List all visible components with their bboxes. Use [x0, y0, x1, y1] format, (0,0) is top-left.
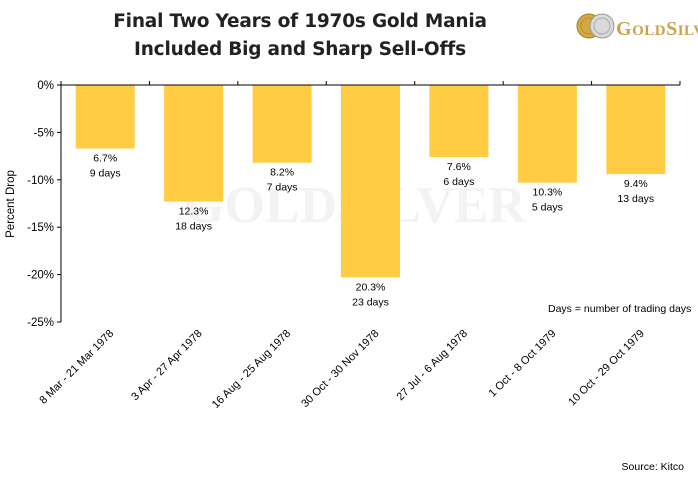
bar	[517, 85, 577, 183]
chart-title-line-1: Final Two Years of 1970s Gold Mania	[113, 11, 487, 32]
y-axis-label: Percent Drop	[5, 170, 17, 238]
bar-value-label: 12.3%	[179, 206, 209, 218]
bar-days-label: 23 days	[352, 296, 389, 308]
y-tick-label: -10%	[27, 175, 54, 187]
bar-value-label: 9.4%	[624, 178, 648, 190]
bar-value-label: 8.2%	[270, 167, 294, 179]
bar-days-label: 5 days	[532, 202, 563, 214]
bar	[75, 85, 135, 149]
chart-title-line-2: Included Big and Sharp Sell-Offs	[134, 39, 466, 60]
x-tick-label: 27 Jul - 6 Aug 1978	[395, 328, 471, 404]
chart-title: Final Two Years of 1970s Gold Mania Incl…	[40, 8, 560, 64]
gold-silver-coins-icon	[576, 13, 615, 39]
bar	[164, 85, 224, 202]
bar	[252, 85, 312, 163]
source-note: Source: Kitco	[621, 461, 684, 473]
x-tick-label: 30 Oct - 30 Nov 1978	[299, 328, 381, 410]
bar-value-label: 6.7%	[93, 153, 117, 165]
bar-days-label: 9 days	[90, 168, 121, 180]
x-tick-label: 16 Aug - 25 Aug 1978	[210, 328, 293, 411]
y-tick-label: -15%	[27, 222, 54, 234]
bar	[606, 85, 666, 175]
goldsilver-logo: GOLDSILVER	[576, 10, 698, 42]
logo-text-ilver: ILVER	[677, 23, 698, 39]
bar-value-label: 10.3%	[533, 187, 563, 199]
bar-days-label: 7 days	[267, 182, 298, 194]
bar-value-label: 20.3%	[356, 281, 386, 293]
bar-days-label: 18 days	[175, 221, 212, 233]
logo-wordmark: GOLDSILVER	[616, 18, 698, 41]
y-tick-label: -25%	[27, 317, 54, 329]
x-tick-label: 10 Oct - 29 Oct 1979	[566, 328, 647, 409]
days-note: Days = number of trading days	[548, 303, 692, 315]
y-tick-label: -20%	[27, 270, 54, 282]
x-tick-label: 8 Mar - 21 Mar 1978	[37, 328, 116, 407]
bar-value-label: 7.6%	[447, 161, 471, 173]
bar	[429, 85, 489, 157]
bar-days-label: 6 days	[443, 176, 474, 188]
y-tick-label: 0%	[37, 80, 54, 92]
logo-letter-s: S	[666, 18, 678, 40]
y-tick-label: -5%	[34, 127, 54, 139]
bar-days-label: 13 days	[617, 193, 654, 205]
logo-text-old: OLD	[632, 23, 667, 39]
x-tick-label: 3 Apr - 27 Apr 1978	[129, 328, 205, 404]
bar	[341, 85, 400, 278]
x-tick-label: 1 Oct - 8 Oct 1979	[486, 328, 558, 400]
logo-letter-g: G	[616, 18, 633, 40]
